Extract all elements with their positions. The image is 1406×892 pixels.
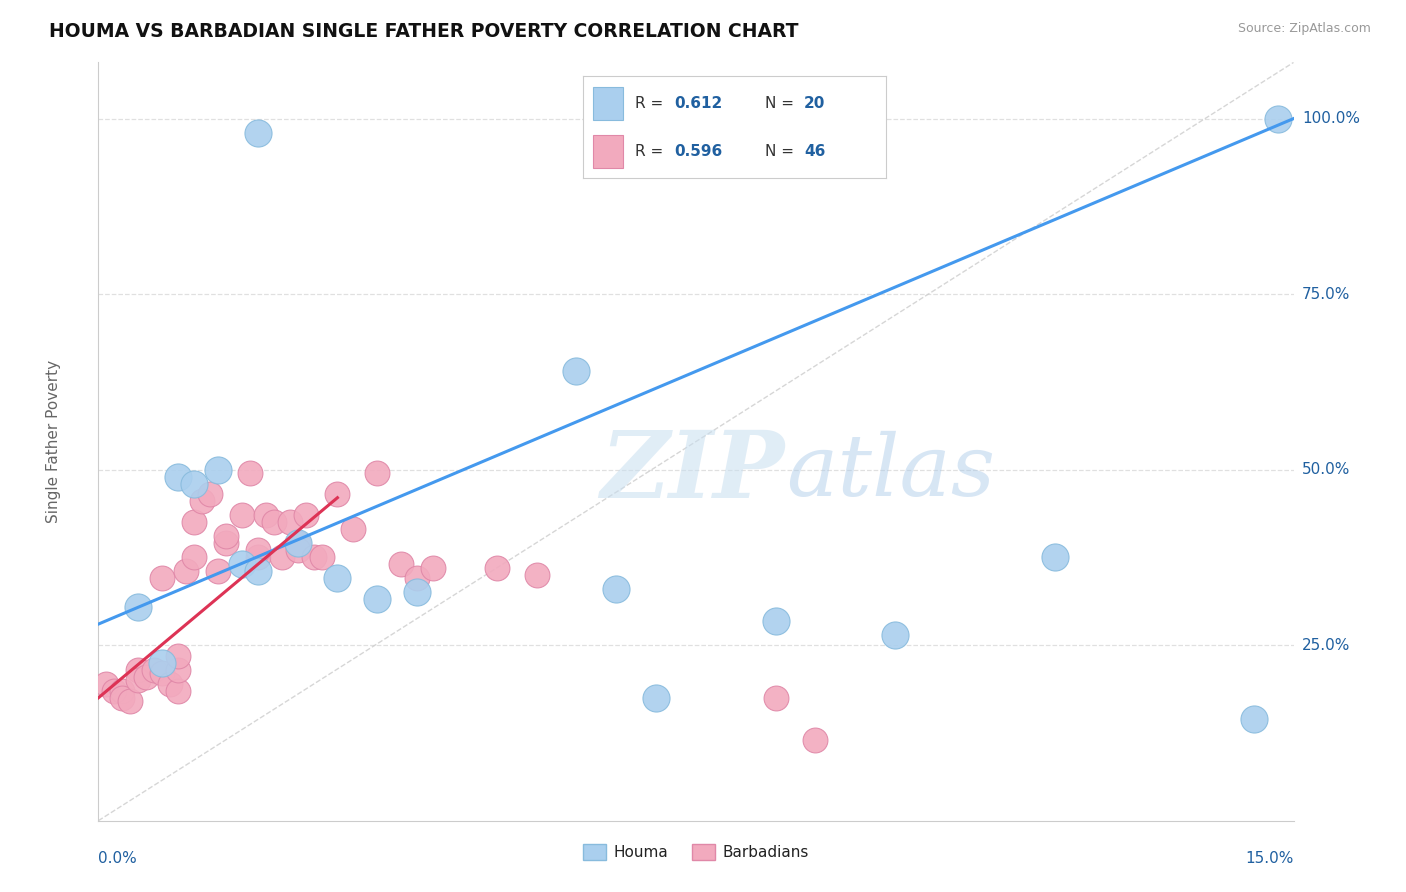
Point: [389, 558, 412, 572]
Text: 0.0%: 0.0%: [98, 851, 138, 866]
Point: [111, 683, 134, 698]
Point: [278, 516, 301, 530]
Point: [884, 627, 907, 641]
Point: [135, 670, 157, 684]
Point: [167, 663, 190, 677]
Point: [167, 469, 190, 483]
Point: [406, 585, 429, 599]
Point: [406, 571, 429, 585]
Text: 25.0%: 25.0%: [1302, 638, 1350, 653]
Point: [183, 550, 205, 565]
Point: [1267, 112, 1289, 126]
Point: [263, 516, 285, 530]
Point: [302, 550, 325, 565]
Point: [287, 543, 309, 558]
Point: [103, 683, 125, 698]
Point: [239, 466, 262, 480]
Point: [120, 694, 142, 708]
Point: [246, 543, 269, 558]
Point: [765, 690, 787, 705]
Point: [191, 494, 214, 508]
Point: [96, 677, 118, 691]
Point: [270, 550, 292, 565]
Point: [207, 565, 229, 579]
Point: [246, 565, 269, 579]
Point: [254, 508, 277, 523]
Point: [526, 568, 548, 582]
Text: 46: 46: [804, 145, 825, 160]
Point: [1243, 712, 1265, 726]
Text: 100.0%: 100.0%: [1302, 112, 1360, 126]
Legend: Houma, Barbadians: Houma, Barbadians: [578, 838, 814, 866]
Point: [215, 536, 238, 550]
Point: [167, 648, 190, 663]
Point: [246, 550, 269, 565]
Text: 75.0%: 75.0%: [1302, 286, 1350, 301]
Text: N =: N =: [765, 145, 799, 160]
Point: [645, 690, 668, 705]
Point: [143, 663, 166, 677]
Point: [159, 677, 181, 691]
Point: [198, 487, 221, 501]
Text: 0.596: 0.596: [675, 145, 723, 160]
Point: [1043, 550, 1066, 565]
Point: [127, 673, 149, 688]
Point: [605, 582, 627, 596]
Point: [565, 364, 588, 378]
Point: [215, 529, 238, 543]
Point: [183, 476, 205, 491]
Point: [366, 466, 388, 480]
Point: [127, 663, 149, 677]
Text: Single Father Poverty: Single Father Poverty: [45, 360, 60, 523]
Point: [183, 516, 205, 530]
Text: 50.0%: 50.0%: [1302, 462, 1350, 477]
Point: [287, 536, 309, 550]
Text: Source: ZipAtlas.com: Source: ZipAtlas.com: [1237, 22, 1371, 36]
Point: [485, 561, 508, 575]
Bar: [592, 87, 623, 120]
Point: [150, 656, 173, 670]
Point: [326, 571, 349, 585]
Point: [422, 561, 444, 575]
Point: [342, 522, 364, 536]
Point: [150, 571, 173, 585]
Point: [174, 565, 197, 579]
Text: R =: R =: [636, 145, 668, 160]
Point: [804, 732, 827, 747]
Point: [150, 666, 173, 681]
Point: [231, 508, 253, 523]
Point: [127, 599, 149, 614]
Point: [765, 614, 787, 628]
Point: [167, 683, 190, 698]
Text: HOUMA VS BARBADIAN SINGLE FATHER POVERTY CORRELATION CHART: HOUMA VS BARBADIAN SINGLE FATHER POVERTY…: [49, 22, 799, 41]
Point: [231, 558, 253, 572]
Point: [207, 462, 229, 476]
Point: [294, 508, 316, 523]
Bar: [592, 136, 623, 168]
Point: [246, 126, 269, 140]
Text: N =: N =: [765, 96, 799, 111]
Point: [366, 592, 388, 607]
Text: 15.0%: 15.0%: [1246, 851, 1294, 866]
Point: [287, 536, 309, 550]
Point: [111, 690, 134, 705]
Point: [311, 550, 333, 565]
Text: atlas: atlas: [786, 431, 994, 513]
Text: ZIP: ZIP: [600, 427, 785, 516]
Text: 0.612: 0.612: [675, 96, 723, 111]
Text: R =: R =: [636, 96, 668, 111]
Point: [326, 487, 349, 501]
Text: 20: 20: [804, 96, 825, 111]
